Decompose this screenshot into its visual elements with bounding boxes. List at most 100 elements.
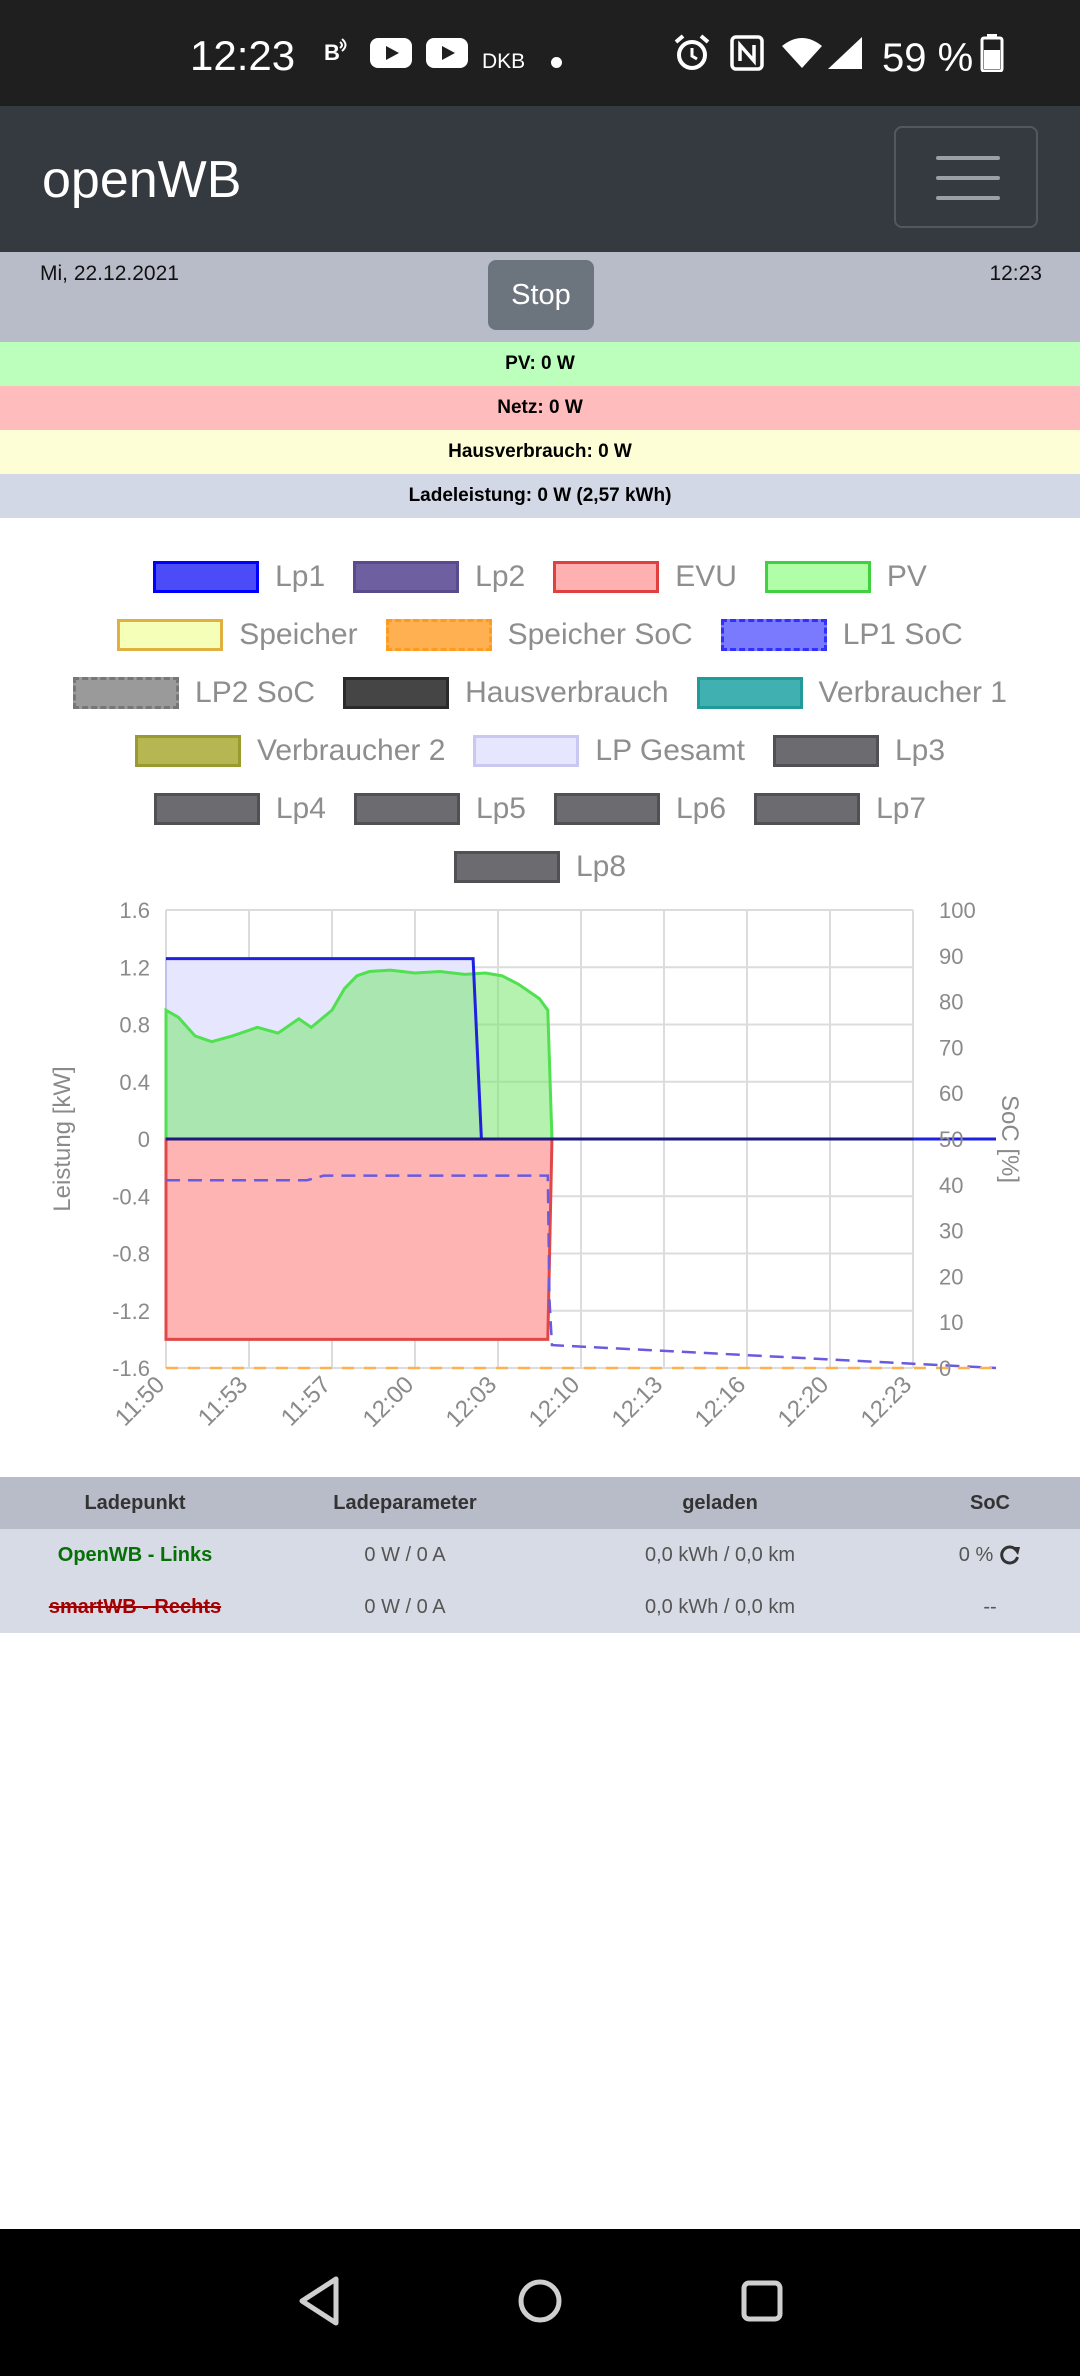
y2-tick-label: 100 — [939, 898, 976, 923]
legend-item[interactable]: Hausverbrauch — [343, 676, 669, 710]
y2-tick-label: 10 — [939, 1310, 963, 1335]
series-lp1-soc-line — [166, 1174, 997, 1370]
legend-label: Lp1 — [275, 560, 326, 593]
legend-item[interactable]: Speicher — [117, 618, 358, 652]
status-time: 12:23 — [190, 32, 296, 79]
legend-item[interactable]: Verbraucher 1 — [696, 676, 1007, 710]
legend-label: LP2 SoC — [195, 676, 316, 709]
legend-item[interactable]: Lp1 — [153, 560, 325, 594]
ladeleistung-row: Ladeleistung: 0 W (2,57 kWh) — [0, 474, 1080, 518]
legend-item[interactable]: Lp4 — [153, 792, 326, 826]
y-tick-label: 0.4 — [119, 1070, 150, 1095]
chart-legend: Lp1 Lp2 EVU PV Speicher Speicher SoC LP1 SoC LP… — [40, 548, 1040, 896]
date-bar: Mi, 22.12.2021 Stop 12:23 — [0, 252, 1080, 342]
x-tick-label: 11:53 — [193, 1371, 253, 1431]
ladepunkt-name[interactable]: smartWB - Rechts — [48, 1595, 222, 1618]
back-icon[interactable] — [296, 2273, 344, 2329]
bluetooth-b-icon: B — [322, 36, 348, 70]
hamburger-icon — [936, 196, 1000, 200]
legend-item[interactable]: Lp2 — [353, 560, 525, 594]
legend-item[interactable]: Lp3 — [772, 734, 946, 768]
legend-item[interactable]: PV — [764, 560, 927, 594]
soc-value: -- — [983, 1595, 997, 1618]
legend-item[interactable]: LP2 SoC — [73, 676, 315, 710]
x-tick-label: 12:20 — [773, 1371, 835, 1433]
legend-label: Verbraucher 1 — [818, 676, 1007, 709]
legend-item[interactable]: Speicher SoC — [385, 618, 693, 652]
legend-swatch — [134, 735, 241, 767]
notification-dot — [551, 57, 562, 68]
ladepunkt-name[interactable]: OpenWB - Links — [57, 1543, 213, 1566]
x-tick-label: 12:16 — [690, 1371, 752, 1433]
header-ladepunkt: Ladepunkt — [84, 1491, 186, 1514]
nfc-icon — [730, 35, 764, 71]
battery-icon — [980, 34, 1004, 72]
y2-tick-label: 30 — [939, 1219, 963, 1244]
legend-label: Lp4 — [275, 792, 326, 825]
legend-swatch — [553, 561, 660, 593]
table-row[interactable]: smartWB - Rechts 0 W / 0 A 0,0 kWh / 0,0… — [0, 1581, 1080, 1633]
y-tick-label: -1.6 — [112, 1356, 150, 1381]
legend-row: Lp4 Lp5 Lp6 Lp7 — [40, 780, 1040, 838]
y2-tick-label: 90 — [939, 944, 963, 969]
refresh-icon[interactable] — [999, 1544, 1021, 1566]
hamburger-icon — [936, 176, 1000, 180]
legend-item[interactable]: Verbraucher 2 — [134, 734, 446, 768]
hamburger-icon — [936, 156, 1000, 160]
app-navbar: openWB — [0, 106, 1080, 252]
pv-row: PV: 0 W — [0, 342, 1080, 386]
series-pv-area — [164, 968, 554, 1141]
legend-item[interactable]: LP Gesamt — [473, 734, 745, 768]
legend-item[interactable]: EVU — [553, 560, 737, 594]
legend-label: Lp8 — [575, 850, 627, 883]
legend-item[interactable]: Lp8 — [453, 850, 627, 884]
recents-icon[interactable] — [738, 2273, 786, 2329]
y-tick-label: 0.8 — [119, 1013, 150, 1038]
legend-item[interactable]: Lp6 — [554, 792, 726, 826]
y-tick-label: 1.6 — [119, 898, 150, 923]
y2-tick-label: 20 — [939, 1264, 963, 1289]
status-bar: 12:23 B DKB 59 % — [0, 0, 1080, 106]
ladepunkt-table: Ladepunkt Ladeparameter geladen SoC Open… — [0, 1477, 1080, 1633]
legend-row: Speicher Speicher SoC LP1 SoC — [40, 606, 1040, 664]
legend-swatch — [554, 793, 660, 825]
menu-toggle-button[interactable] — [894, 126, 1038, 228]
brand-title[interactable]: openWB — [42, 151, 242, 209]
geladen-value: 0,0 kWh / 0,0 km — [644, 1543, 796, 1566]
current-date: Mi, 22.12.2021 — [40, 262, 179, 285]
legend-label: Speicher — [239, 618, 358, 651]
legend-swatch — [353, 561, 460, 593]
legend-swatch — [343, 677, 450, 709]
legend-label: Verbraucher 2 — [256, 734, 446, 767]
y-tick-label: -0.4 — [112, 1184, 150, 1209]
legend-label: LP1 SoC — [842, 618, 963, 651]
legend-label: Lp3 — [894, 734, 946, 767]
legend-label: EVU — [675, 560, 737, 593]
x-tick-label: 11:57 — [276, 1371, 336, 1431]
legend-swatch — [772, 735, 879, 767]
stop-button[interactable]: Stop — [488, 260, 594, 330]
y2-tick-label: 60 — [939, 1081, 963, 1106]
legend-label: Lp7 — [876, 792, 927, 825]
legend-row: LP2 SoC Hausverbrauch Verbraucher 1 — [40, 664, 1040, 722]
table-header: Ladepunkt Ladeparameter geladen SoC — [0, 1477, 1080, 1529]
y-tick-label: 0 — [138, 1127, 150, 1152]
table-row[interactable]: OpenWB - Links 0 W / 0 A 0,0 kWh / 0,0 k… — [0, 1529, 1080, 1581]
legend-item[interactable]: Lp5 — [353, 792, 526, 826]
legend-swatch — [153, 561, 260, 593]
y2-axis-label: SoC [%] — [996, 1095, 1023, 1183]
legend-item[interactable]: Lp7 — [754, 792, 926, 826]
legend-label: PV — [886, 560, 927, 593]
x-tick-label: 12:13 — [607, 1371, 669, 1433]
legend-row: Lp1 Lp2 EVU PV — [40, 548, 1040, 606]
x-tick-label: 12:10 — [524, 1371, 586, 1433]
home-icon[interactable] — [514, 2273, 566, 2329]
ladeparameter-value: 0 W / 0 A — [364, 1543, 446, 1566]
legend-swatch — [153, 793, 260, 825]
legend-item[interactable]: LP1 SoC — [720, 618, 963, 652]
legend-label: Lp5 — [475, 792, 526, 825]
legend-swatch — [473, 735, 580, 767]
legend-swatch — [764, 561, 871, 593]
legend-row: Lp8 — [40, 838, 1040, 896]
legend-swatch — [73, 677, 180, 709]
